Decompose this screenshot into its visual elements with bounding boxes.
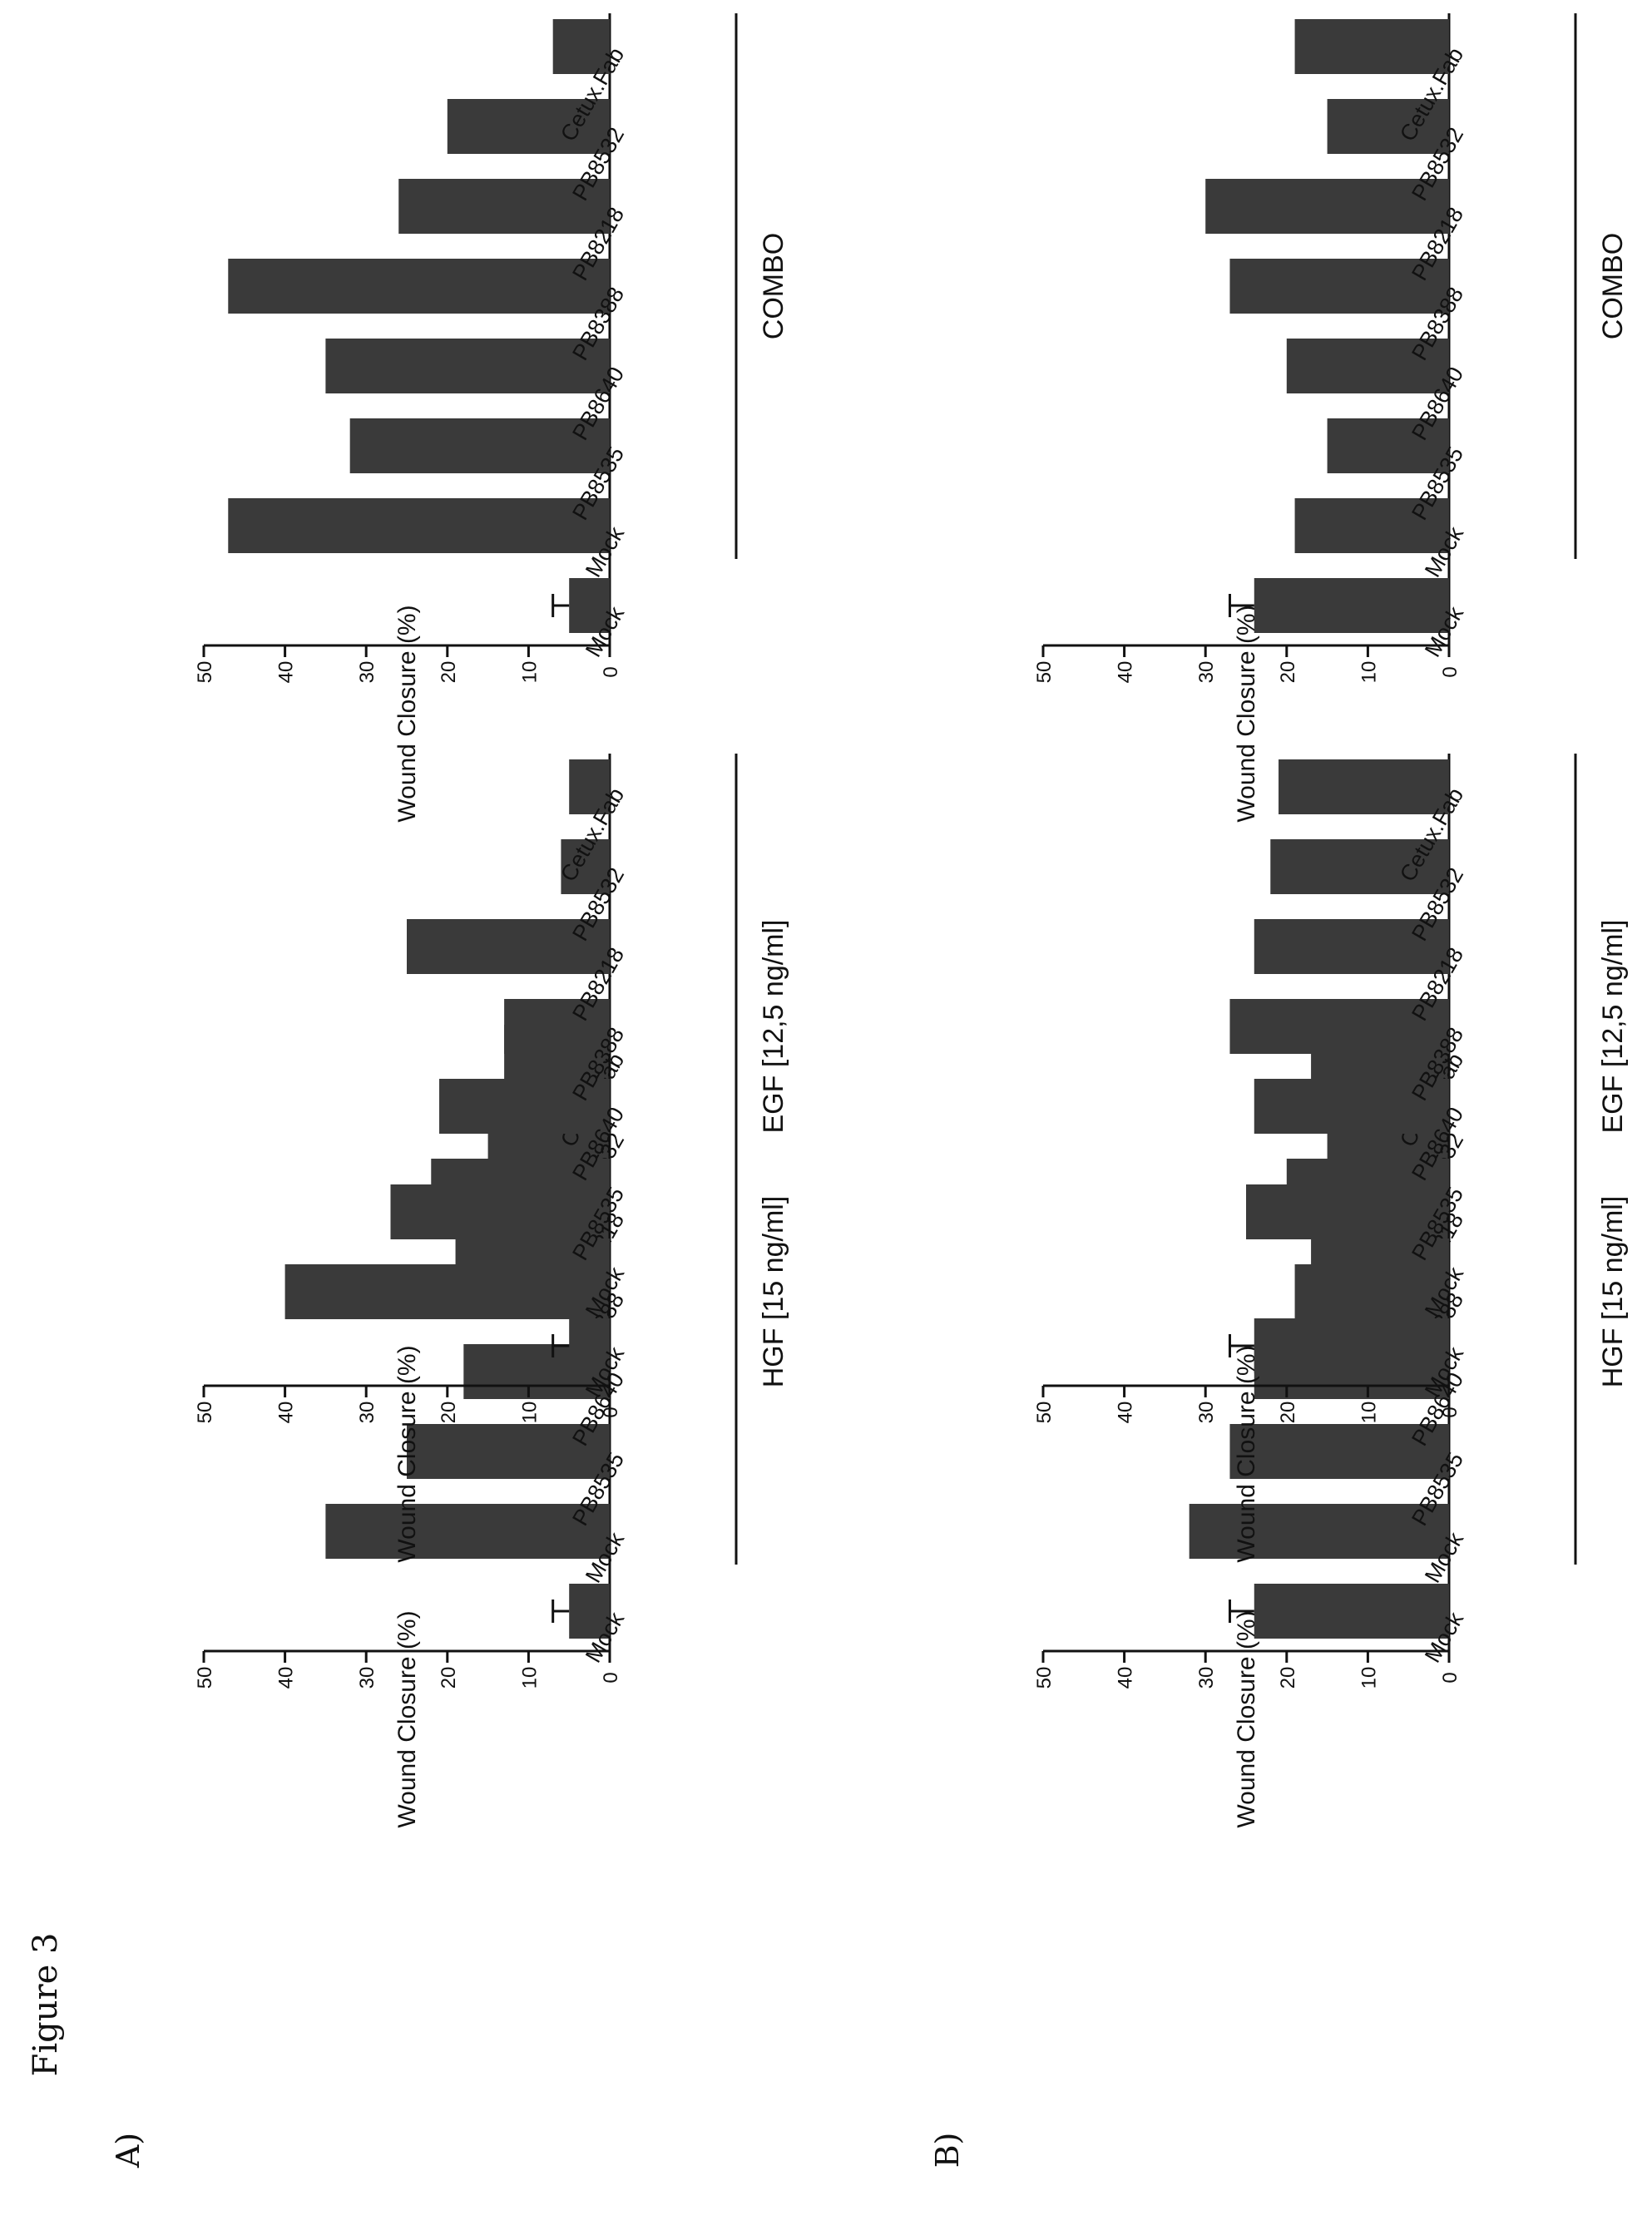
bar — [439, 1079, 610, 1134]
value-tick-label: 0 — [1439, 666, 1462, 677]
bar — [1254, 1079, 1449, 1134]
value-tick-label: 10 — [518, 661, 541, 684]
bar — [1254, 1584, 1449, 1639]
value-tick-label: 10 — [518, 1667, 541, 1689]
bar — [569, 1318, 610, 1373]
bar — [569, 578, 610, 633]
value-tick-label: 0 — [1439, 1672, 1462, 1683]
group-label: COMBO — [1597, 233, 1629, 339]
bar — [407, 1424, 610, 1479]
group-label: EGF [12,5 ng/ml] — [758, 920, 789, 1134]
bar — [398, 179, 610, 234]
bar — [228, 498, 610, 553]
value-axis-title: Wound Closure (%) — [1233, 1610, 1260, 1827]
value-tick-label: 20 — [1277, 661, 1299, 684]
bar — [1205, 179, 1449, 234]
value-tick-label: 10 — [1358, 1402, 1380, 1424]
value-tick-label: 50 — [1033, 1402, 1056, 1424]
bar — [504, 999, 610, 1054]
panel-label-a: A) — [110, 2133, 146, 2168]
value-tick-label: 50 — [194, 661, 216, 684]
value-axis-title: Wound Closure (%) — [393, 1345, 421, 1562]
group-label: HGF [15 ng/ml] — [1597, 1196, 1629, 1388]
value-tick-label: 50 — [194, 1402, 216, 1424]
bar — [1286, 1159, 1449, 1214]
bar — [455, 1239, 610, 1293]
bar — [407, 919, 610, 974]
value-tick-label: 40 — [1115, 661, 1137, 684]
bar — [1311, 1239, 1449, 1293]
bar — [1229, 259, 1449, 314]
group-label: HGF [15 ng/ml] — [758, 1196, 789, 1388]
value-tick-label: 10 — [1358, 1667, 1380, 1689]
value-tick-label: 30 — [356, 661, 378, 684]
value-axis-title: Wound Closure (%) — [1233, 605, 1260, 822]
value-tick-label: 0 — [600, 1672, 622, 1683]
bar — [1189, 1504, 1449, 1559]
bar — [1254, 919, 1449, 974]
value-axis-title: Wound Closure (%) — [1233, 1345, 1260, 1562]
bar — [561, 839, 610, 894]
value-tick-label: 30 — [356, 1667, 378, 1689]
value-tick-label: 50 — [1033, 1667, 1056, 1689]
value-tick-label: 20 — [438, 661, 460, 684]
bar — [325, 1504, 610, 1559]
bar — [1327, 418, 1449, 473]
bar — [1270, 839, 1449, 894]
value-tick-label: 40 — [1115, 1667, 1137, 1689]
value-tick-label: 0 — [600, 1407, 622, 1417]
value-tick-label: 30 — [1195, 1402, 1218, 1424]
value-tick-label: 30 — [1195, 1667, 1218, 1689]
bar — [1294, 19, 1449, 74]
bar — [431, 1159, 610, 1214]
value-tick-label: 50 — [1033, 661, 1056, 684]
bar — [349, 418, 610, 473]
value-tick-label: 20 — [438, 1667, 460, 1689]
bar — [552, 19, 610, 74]
value-axis-title: Wound Closure (%) — [393, 605, 421, 822]
bar — [1286, 339, 1449, 393]
value-tick-label: 30 — [356, 1402, 378, 1424]
group-label: COMBO — [758, 233, 789, 339]
value-tick-label: 10 — [518, 1402, 541, 1424]
value-tick-label: 40 — [1115, 1402, 1137, 1424]
value-axis-title: Wound Closure (%) — [393, 1610, 421, 1827]
bar — [228, 259, 610, 314]
value-tick-label: 20 — [1277, 1402, 1299, 1424]
bar — [325, 339, 610, 393]
value-tick-label: 40 — [275, 661, 298, 684]
value-tick-label: 40 — [275, 1667, 298, 1689]
value-tick-label: 20 — [1277, 1667, 1299, 1689]
value-tick-label: 40 — [275, 1402, 298, 1424]
bar — [1327, 99, 1449, 154]
bar — [1229, 1424, 1449, 1479]
panel-label-b: B) — [929, 2133, 966, 2168]
bar — [569, 759, 610, 814]
figure-label: Figure 3 — [27, 1933, 65, 2077]
bar — [1279, 759, 1449, 814]
value-tick-label: 0 — [600, 666, 622, 677]
group-label: EGF [12,5 ng/ml] — [1597, 920, 1629, 1134]
value-tick-label: 50 — [194, 1667, 216, 1689]
bar — [1254, 578, 1449, 633]
bar — [569, 1584, 610, 1639]
bar — [1254, 1318, 1449, 1373]
bar — [447, 99, 610, 154]
bar — [1294, 498, 1449, 553]
value-tick-label: 10 — [1358, 661, 1380, 684]
value-tick-label: 30 — [1195, 661, 1218, 684]
value-tick-label: 20 — [438, 1402, 460, 1424]
value-tick-label: 0 — [1439, 1407, 1462, 1417]
bar — [1229, 999, 1449, 1054]
